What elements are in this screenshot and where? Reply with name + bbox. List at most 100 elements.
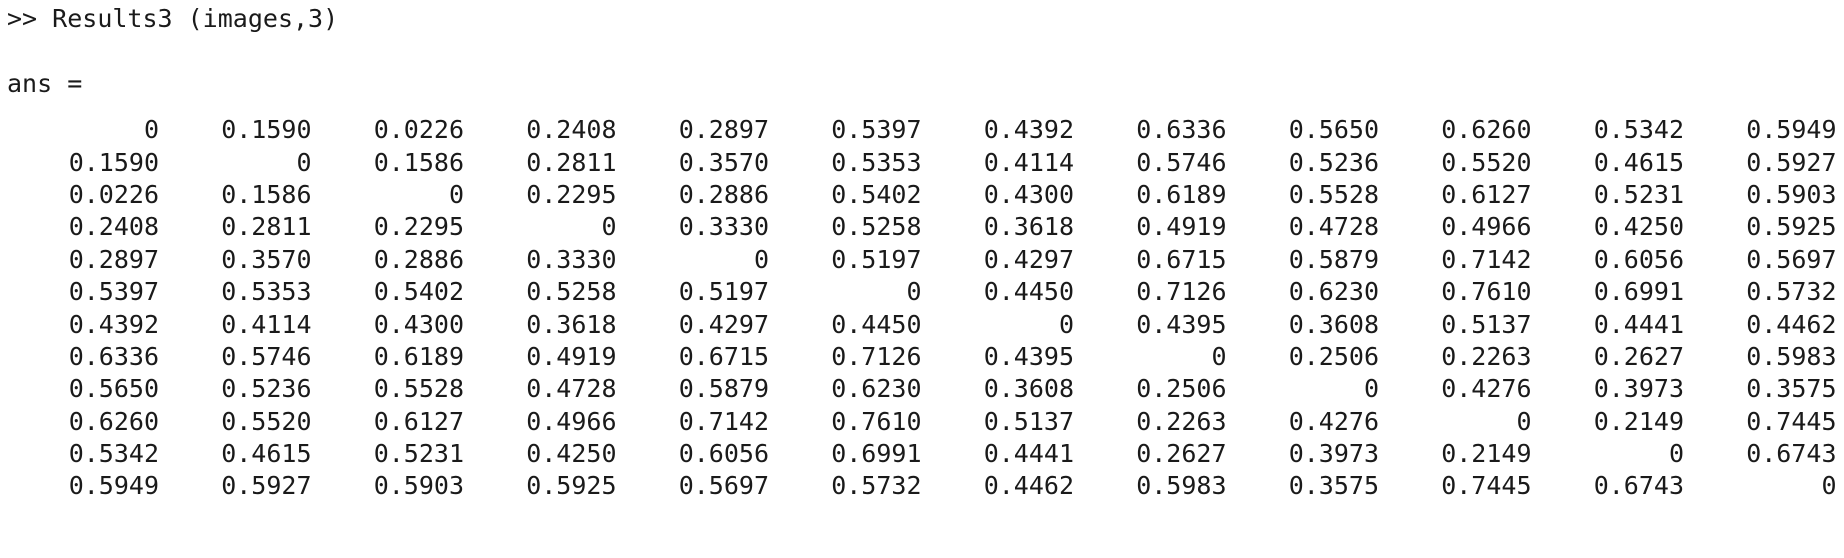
matrix-cell: 0.5650 <box>68 374 159 404</box>
matrix-cell: 0.3618 <box>526 309 617 339</box>
matrix-cell: 0.4728 <box>1288 212 1379 242</box>
matrix-cell: 0.5925 <box>1746 212 1837 242</box>
matrix-cell: 0.5697 <box>678 471 769 501</box>
matrix-cell: 0.5528 <box>373 374 464 404</box>
matrix-cell: 0 <box>753 244 769 274</box>
matrix-cell: 0.0226 <box>68 179 159 209</box>
matrix-cell: 0.4450 <box>831 309 922 339</box>
matrix-cell: 0.5402 <box>831 179 922 209</box>
matrix-cell: 0.5258 <box>831 212 922 242</box>
matrix-cell: 0.4297 <box>983 244 1074 274</box>
matrix-cell: 0.4114 <box>221 309 312 339</box>
matrix-cell: 0 <box>1821 471 1837 501</box>
matrix-cell: 0.4300 <box>983 179 1074 209</box>
matrix-cell: 0 <box>448 179 464 209</box>
matrix-cell: 0.5927 <box>1746 147 1837 177</box>
matrix-row: 0.0226 0.1586 0 0.2295 0.2886 0.5402 0.4300 0.6… <box>0 179 1837 211</box>
matrix-cell: 0.2506 <box>1136 374 1227 404</box>
matrix-cell: 0.5353 <box>831 147 922 177</box>
matrix-cell: 0.2295 <box>373 212 464 242</box>
matrix-cell: 0.6056 <box>1593 244 1684 274</box>
matrix-cell: 0.5231 <box>373 439 464 469</box>
matrix-cell: 0.7126 <box>831 341 922 371</box>
matrix-cell: 0.4392 <box>983 115 1074 145</box>
matrix-cell: 0.5137 <box>1441 309 1532 339</box>
matrix-row: 0.5949 0.5927 0.5903 0.5925 0.5697 0.5732 0.44… <box>0 470 1837 502</box>
matrix-cell: 0.6743 <box>1746 439 1837 469</box>
matrix-cell: 0.4250 <box>1593 212 1684 242</box>
matrix-cell: 0.4615 <box>1593 147 1684 177</box>
matrix-cell: 0.5949 <box>68 471 159 501</box>
matrix-cell: 0.7126 <box>1136 277 1227 307</box>
matrix-cell: 0.6260 <box>1441 115 1532 145</box>
matrix-cell: 0 <box>601 212 617 242</box>
matrix-cell: 0.5732 <box>1746 277 1837 307</box>
matrix-cell: 0.6189 <box>373 341 464 371</box>
matrix-cell: 0.5927 <box>221 471 312 501</box>
matrix-cell: 0 <box>1058 309 1074 339</box>
matrix-cell: 0.6743 <box>1593 471 1684 501</box>
matrix-cell: 0.6189 <box>1136 179 1227 209</box>
command-text: Results3 (images,3) <box>52 4 339 33</box>
matrix-cell: 0 <box>143 115 159 145</box>
matrix-cell: 0.5397 <box>68 277 159 307</box>
matrix-cell: 0.4966 <box>526 406 617 436</box>
matrix-cell: 0.4114 <box>983 147 1074 177</box>
matrix-cell: 0.2408 <box>526 115 617 145</box>
matrix-row: 0.2897 0.3570 0.2886 0.3330 0 0.5197 0.4297 0.6… <box>0 244 1837 276</box>
matrix-cell: 0.4392 <box>68 309 159 339</box>
matrix-cell: 0.5983 <box>1746 341 1837 371</box>
matrix-cell: 0.5732 <box>831 471 922 501</box>
matrix-row: 0.4392 0.4114 0.4300 0.3618 0.4297 0.4450 0 0.4… <box>0 308 1837 340</box>
matrix-cell: 0.2149 <box>1441 439 1532 469</box>
matrix-row: 0.6260 0.5520 0.6127 0.4966 0.7142 0.7610 0.51… <box>0 406 1837 438</box>
matrix-cell: 0.5903 <box>373 471 464 501</box>
matrix-row: 0.5397 0.5353 0.5402 0.5258 0.5197 0 0.4450 0.7… <box>0 276 1837 308</box>
matrix-cell: 0.4728 <box>526 374 617 404</box>
matrix-cell: 0.4276 <box>1441 374 1532 404</box>
matrix-cell: 0.2897 <box>678 115 769 145</box>
matrix-cell: 0.4966 <box>1441 212 1532 242</box>
matrix-cell: 0.5137 <box>983 406 1074 436</box>
matrix-cell: 0.5520 <box>221 406 312 436</box>
matrix-cell: 0.6056 <box>678 439 769 469</box>
matrix-cell: 0.5342 <box>1593 115 1684 145</box>
matrix-cell: 0.5746 <box>1136 147 1227 177</box>
matrix-cell: 0.5342 <box>68 439 159 469</box>
matrix-row: 0 0.1590 0.0226 0.2408 0.2897 0.5397 0.4392 0.6… <box>0 114 1837 146</box>
matrix-cell: 0.2506 <box>1288 341 1379 371</box>
matrix-cell: 0.3608 <box>983 374 1074 404</box>
matrix-cell: 0.5397 <box>831 115 922 145</box>
matrix-cell: 0.4919 <box>526 341 617 371</box>
matrix-cell: 0.2811 <box>221 212 312 242</box>
matrix-cell: 0.4441 <box>983 439 1074 469</box>
matrix-cell: 0.3973 <box>1593 374 1684 404</box>
matrix-cell: 0.0226 <box>373 115 464 145</box>
matrix-cell: 0.4462 <box>983 471 1074 501</box>
matrix-cell: 0.5983 <box>1136 471 1227 501</box>
matrix-cell: 0.6715 <box>678 341 769 371</box>
matrix-row: 0.6336 0.5746 0.6189 0.4919 0.6715 0.7126 0.43… <box>0 341 1837 373</box>
matrix-cell: 0.5528 <box>1288 179 1379 209</box>
matrix-row: 0.1590 0 0.1586 0.2811 0.3570 0.5353 0.4114 0.5… <box>0 146 1837 178</box>
matrix-cell: 0.7445 <box>1441 471 1532 501</box>
result-matrix: 0 0.1590 0.0226 0.2408 0.2897 0.5397 0.4392 0.6… <box>0 114 1837 503</box>
matrix-cell: 0.3608 <box>1288 309 1379 339</box>
matrix-cell: 0.5353 <box>221 277 312 307</box>
matrix-cell: 0.3575 <box>1746 374 1837 404</box>
matrix-cell: 0.6230 <box>831 374 922 404</box>
matrix-cell: 0.4395 <box>1136 309 1227 339</box>
matrix-cell: 0 <box>1516 406 1532 436</box>
matrix-cell: 0.1590 <box>68 147 159 177</box>
matrix-cell: 0.6336 <box>1136 115 1227 145</box>
command-line: >> Results3 (images,3) <box>7 4 338 34</box>
matrix-cell: 0.5879 <box>1288 244 1379 274</box>
matrix-cell: 0.6991 <box>831 439 922 469</box>
matrix-cell: 0.5697 <box>1746 244 1837 274</box>
output-label: ans = <box>7 69 83 98</box>
matrix-cell: 0 <box>906 277 922 307</box>
matrix-cell: 0.6715 <box>1136 244 1227 274</box>
matrix-cell: 0.3330 <box>526 244 617 274</box>
matrix-cell: 0.5746 <box>221 341 312 371</box>
